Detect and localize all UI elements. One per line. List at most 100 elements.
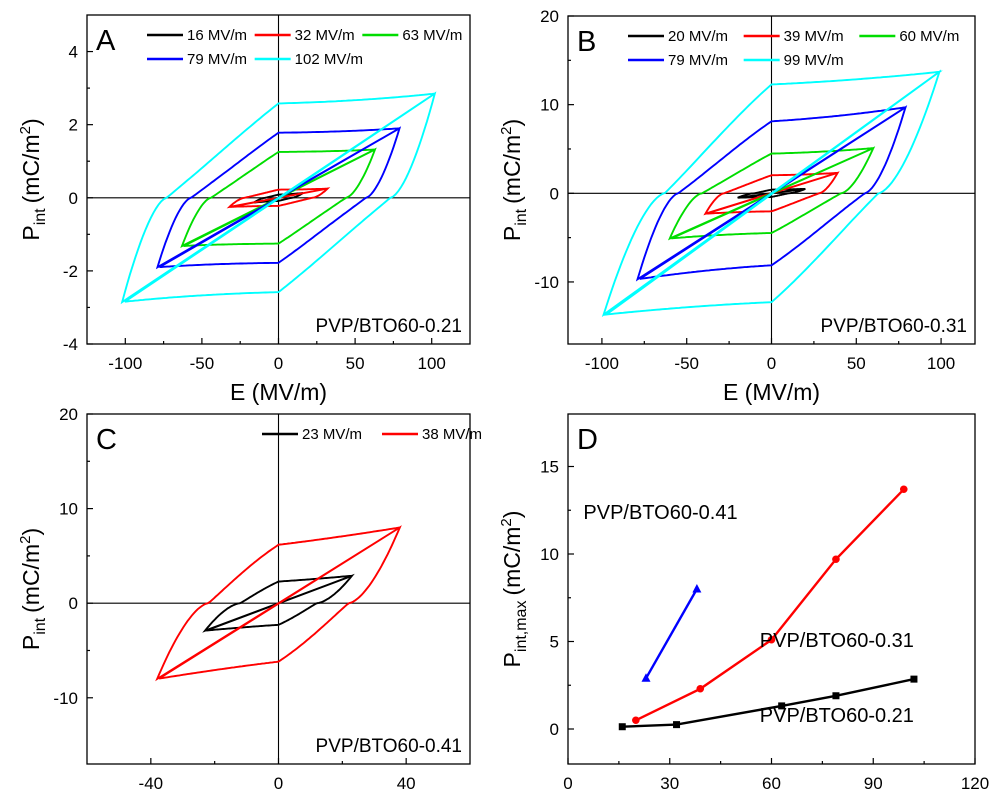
- y-tick-label: 4: [69, 43, 78, 62]
- chart-panel-d: 0306090120051015E (MV/m)Pint,max(mC/m2)D…: [498, 413, 989, 793]
- y-tick-label: 5: [550, 633, 559, 652]
- x-tick-label: -50: [674, 354, 699, 373]
- x-tick-label: -100: [585, 354, 619, 373]
- panel-letter: D: [577, 424, 598, 456]
- y-axis-label-main: P: [499, 226, 525, 241]
- y-axis-label-subscript: int,max: [513, 601, 530, 653]
- legend-label: 32 MV/m: [295, 27, 355, 44]
- y-axis-label-subscript: int: [32, 208, 49, 225]
- y-axis-label: Pint (mC/m2): [17, 118, 49, 240]
- y-axis-label-main: P: [18, 635, 44, 650]
- y-tick-label: 2: [69, 116, 78, 135]
- x-tick-label: -40: [139, 774, 164, 793]
- x-tick-label: 0: [274, 774, 283, 793]
- y-axis-label-unit: (mC/m: [499, 527, 525, 596]
- hysteresis-loop-99-mv-m: [601, 69, 943, 318]
- x-tick-label: -50: [190, 354, 215, 373]
- y-axis-label-unit: (mC/m: [18, 544, 44, 613]
- legend-label: 60 MV/m: [899, 28, 959, 45]
- y-axis-label-superscript: 2: [17, 536, 34, 544]
- y-axis-label-main: P: [18, 225, 44, 240]
- sample-label: PVP/BTO60-0.31: [821, 316, 967, 337]
- data-point-circle: [899, 485, 908, 494]
- x-axis-label: E (MV/m): [230, 379, 327, 405]
- legend-label: 39 MV/m: [784, 28, 844, 45]
- data-point-square: [618, 723, 626, 731]
- y-axis-label-subscript: int: [513, 208, 530, 225]
- x-tick-label: 100: [418, 354, 446, 373]
- x-tick-label: 40: [397, 774, 416, 793]
- x-tick-label: 30: [660, 774, 679, 793]
- legend-label: 16 MV/m: [187, 27, 247, 44]
- data-point-circle: [696, 684, 705, 693]
- series-label: PVP/BTO60-0.31: [760, 630, 914, 652]
- hysteresis-loop-102-mv-m: [120, 91, 437, 305]
- y-axis-label-superscript: 2: [498, 518, 515, 526]
- data-point-circle: [832, 555, 840, 564]
- x-tick-label: -100: [108, 354, 142, 373]
- y-axis-label-main: P: [499, 652, 525, 667]
- panel-letter: C: [96, 424, 117, 456]
- series-line: [644, 588, 698, 679]
- x-tick-label: 50: [346, 354, 365, 373]
- y-axis-label-close: ): [499, 511, 525, 519]
- legend-label: 20 MV/m: [668, 28, 728, 45]
- series-pvp-bto60-0.41: [641, 584, 702, 682]
- data-point-circle: [767, 635, 776, 644]
- x-tick-label: 120: [961, 774, 989, 793]
- y-tick-label: 0: [69, 189, 78, 208]
- y-axis-label: Pint (mC/m2): [498, 119, 530, 241]
- y-axis-label-close: ): [18, 118, 44, 126]
- y-tick-label: -10: [53, 689, 78, 708]
- panel-letter: B: [577, 26, 596, 58]
- y-axis-label-unit: (mC/m: [18, 134, 44, 203]
- y-tick-label: -4: [63, 335, 78, 354]
- y-axis-label-close: ): [18, 528, 44, 536]
- x-axis-label: E (MV/m): [723, 379, 820, 405]
- y-tick-label: 20: [540, 7, 559, 26]
- y-axis-label-superscript: 2: [498, 127, 515, 135]
- x-tick-label: 100: [927, 354, 955, 373]
- data-point-square: [778, 702, 786, 710]
- y-tick-label: 0: [69, 594, 78, 613]
- y-tick-label: 15: [540, 458, 559, 477]
- y-tick-label: 20: [59, 405, 78, 424]
- legend-label: 23 MV/m: [302, 426, 362, 443]
- data-point-triangle: [692, 584, 702, 593]
- x-tick-label: 0: [274, 354, 283, 373]
- y-axis-label-close: ): [499, 119, 525, 127]
- y-tick-label: -10: [534, 273, 559, 292]
- y-axis-label: Pint (mC/m2): [17, 528, 49, 650]
- data-point-square: [832, 692, 840, 700]
- series-pvp-bto60-0.31: [632, 485, 908, 725]
- data-point-circle: [632, 716, 640, 725]
- sample-label: PVP/BTO60-0.21: [316, 316, 462, 337]
- y-tick-label: 10: [540, 96, 559, 115]
- x-tick-label: 50: [847, 354, 866, 373]
- x-tick-label: 0: [563, 774, 572, 793]
- legend-label: 79 MV/m: [668, 52, 728, 69]
- sample-label: PVP/BTO60-0.41: [316, 736, 462, 757]
- x-tick-label: 0: [767, 354, 776, 373]
- series-label: PVP/BTO60-0.41: [583, 502, 737, 524]
- y-axis-label-subscript: int: [32, 617, 49, 634]
- y-axis-label-unit: (mC/m: [499, 135, 525, 204]
- y-axis-label-superscript: 2: [17, 126, 34, 134]
- y-axis-label: Pint,max (mC/m2): [498, 511, 530, 668]
- x-tick-label: 90: [864, 774, 883, 793]
- series-label: PVP/BTO60-0.21: [760, 705, 914, 727]
- data-point-triangle: [641, 673, 651, 682]
- legend-label: 63 MV/m: [402, 27, 462, 44]
- legend-label: 79 MV/m: [187, 51, 247, 68]
- y-tick-label: -2: [63, 262, 78, 281]
- hysteresis-loop-38-mv-m: [155, 525, 402, 682]
- panel-letter: A: [96, 25, 116, 57]
- x-tick-label: 60: [762, 774, 781, 793]
- legend-label: 38 MV/m: [422, 426, 482, 443]
- y-tick-label: 0: [550, 184, 559, 203]
- series-pvp-bto60-0.21: [618, 675, 918, 731]
